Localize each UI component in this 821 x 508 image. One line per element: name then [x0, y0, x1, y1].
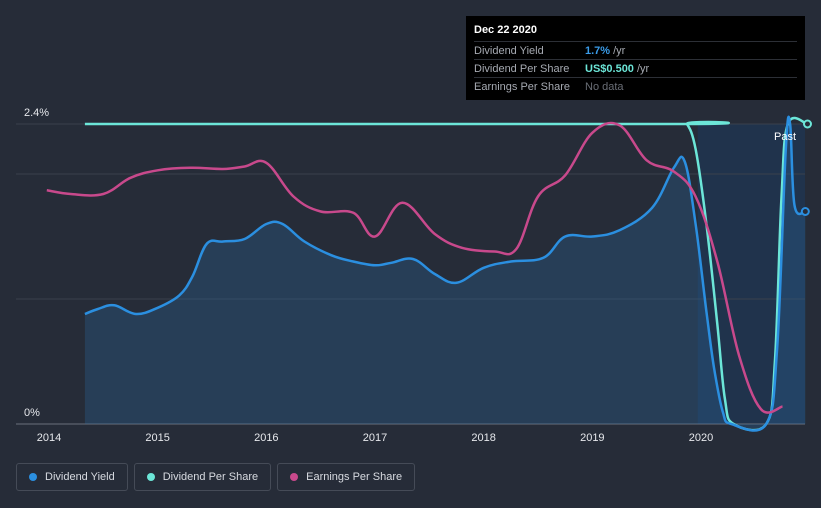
tooltip-row-unit: /yr — [636, 62, 650, 75]
tooltip: Dec 22 2020 Dividend Yield 1.7% /yr Divi… — [466, 16, 805, 100]
legend-item-earnings-per-share[interactable]: Earnings Per Share — [277, 463, 416, 491]
legend-item-dividend-yield[interactable]: Dividend Yield — [16, 463, 128, 491]
x-axis-ticks: 2014 2015 2016 2017 2018 2019 2020 — [37, 432, 713, 444]
tooltip-row-label: Earnings Per Share — [474, 80, 570, 93]
dividend-yield-area — [84, 116, 806, 431]
earnings-per-share-line — [46, 121, 783, 414]
tooltip-row-value: 1.7% — [585, 44, 611, 57]
dividend-per-share-end-marker — [802, 119, 812, 129]
legend-label: Dividend Yield — [45, 471, 115, 483]
x-tick-label: 2017 — [363, 432, 387, 444]
legend-dot-icon — [29, 473, 37, 481]
dividend-yield-line — [84, 115, 806, 432]
dividend-per-share-line — [84, 116, 808, 432]
x-tick-label: 2019 — [580, 432, 604, 444]
x-tick-label: 2020 — [689, 432, 713, 444]
legend-item-dividend-per-share[interactable]: Dividend Per Share — [133, 463, 272, 491]
past-label: Past — [774, 131, 796, 143]
dividend-yield-end-marker — [800, 207, 810, 216]
tooltip-row-value: US$0.500 — [585, 62, 634, 75]
y-axis-bottom-label: 0% — [24, 407, 40, 419]
legend-label: Earnings Per Share — [306, 471, 403, 483]
tooltip-row-value: No data — [585, 80, 624, 93]
x-tick-label: 2016 — [254, 432, 278, 444]
tooltip-row-label: Dividend Per Share — [474, 62, 570, 75]
tooltip-row-dividend-yield: Dividend Yield 1.7% /yr — [474, 41, 797, 59]
x-tick-label: 2014 — [37, 432, 61, 444]
tooltip-row-dividend-per-share: Dividend Per Share US$0.500 /yr — [474, 59, 797, 77]
tooltip-date: Dec 22 2020 — [474, 24, 537, 36]
tooltip-row-unit: /yr — [613, 44, 626, 57]
tooltip-row-label: Dividend Yield — [474, 44, 544, 57]
legend-label: Dividend Per Share — [162, 471, 259, 483]
legend-dot-icon — [290, 473, 299, 481]
tooltip-row-earnings-per-share: Earnings Per Share No data — [474, 77, 797, 95]
legend: Dividend Yield Dividend Per Share Earnin… — [16, 463, 416, 491]
legend-dot-icon — [146, 473, 155, 481]
y-axis-top-label: 2.4% — [24, 107, 49, 119]
x-tick-label: 2015 — [145, 432, 169, 444]
x-tick-label: 2018 — [471, 432, 495, 444]
